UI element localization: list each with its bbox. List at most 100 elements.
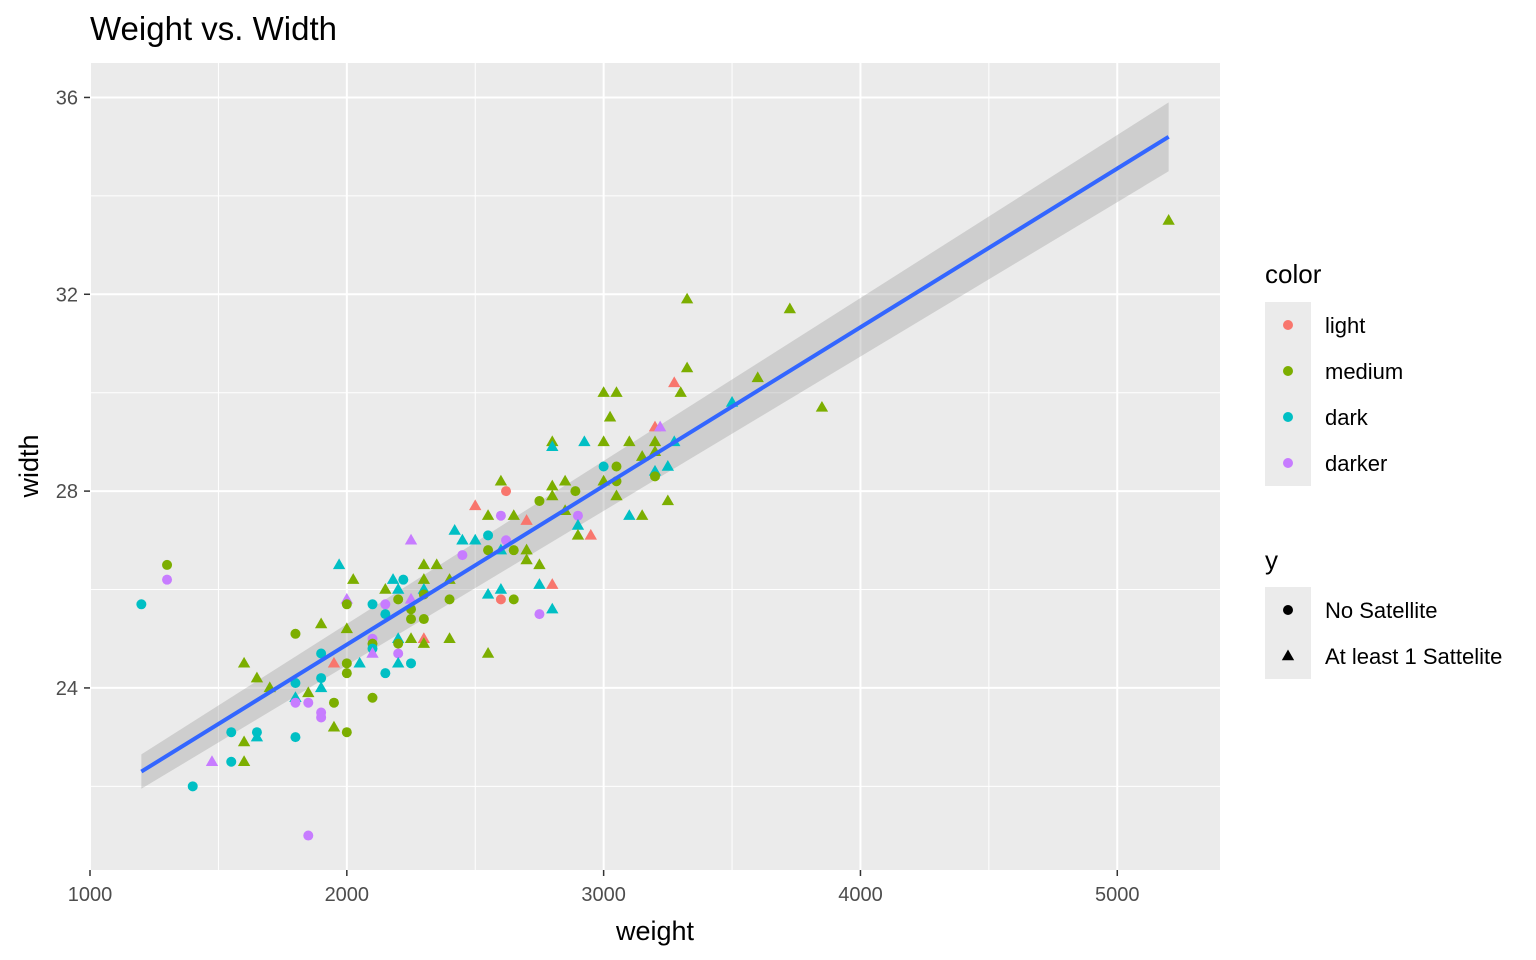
y-tick-label: 28	[56, 481, 78, 503]
data-point-medium-triangle	[250, 671, 264, 683]
data-point-dark-triangle	[448, 523, 461, 535]
data-point-medium-triangle	[314, 617, 328, 629]
data-point-medium-triangle	[404, 632, 418, 643]
data-point-medium-triangle	[237, 755, 251, 766]
data-point-dark-triangle	[623, 509, 636, 520]
data-point-medium-triangle	[430, 558, 443, 570]
legend-label-medium: medium	[1325, 359, 1403, 384]
data-point-light-triangle	[520, 514, 533, 525]
data-point-dark-triangle	[392, 583, 405, 594]
data-point-medium-triangle	[558, 474, 572, 486]
data-point-dark-triangle	[332, 558, 346, 570]
legend-shape: y No Satellite At least 1 Sattelite	[1265, 545, 1502, 679]
data-point-medium-triangle	[520, 553, 533, 565]
data-point-dark-triangle	[661, 460, 675, 471]
chart-title: Weight vs. Width	[90, 10, 337, 47]
data-point-darker-triangle	[404, 533, 418, 545]
x-tick-label: 2000	[325, 884, 370, 906]
data-point-medium-triangle	[507, 509, 520, 520]
y-axis-ticks: 24 28 32 36	[56, 87, 90, 700]
data-point-medium-triangle	[680, 361, 694, 373]
y-tick-label: 36	[56, 87, 78, 109]
data-point-medium-circle	[162, 559, 173, 570]
data-point-dark-circle	[226, 727, 237, 738]
x-tick-label: 4000	[838, 884, 883, 906]
data-point-light-triangle	[469, 499, 482, 511]
x-tick-label: 1000	[68, 884, 113, 906]
data-point-darker-triangle	[366, 646, 379, 658]
legend-label-dark: dark	[1325, 405, 1369, 430]
legend-key-darker	[1283, 458, 1293, 468]
data-point-medium-triangle	[623, 435, 636, 447]
data-point-medium-triangle	[597, 386, 610, 397]
legend-label-shape: No Satellite	[1325, 598, 1438, 623]
data-point-dark-triangle	[533, 578, 546, 589]
legend-label-light: light	[1325, 313, 1365, 338]
data-point-dark-triangle	[314, 681, 328, 693]
legend-color: color light medium dark darker	[1265, 259, 1403, 486]
data-point-medium-triangle	[610, 386, 623, 397]
y-axis-title: width	[14, 434, 44, 498]
data-point-light-triangle	[546, 578, 559, 589]
data-point-medium-triangle	[417, 637, 431, 648]
data-point-dark-triangle	[494, 583, 508, 594]
data-point-dark-triangle	[546, 440, 559, 452]
legend-color-title: color	[1265, 259, 1322, 289]
data-point-dark-circle	[136, 599, 147, 610]
data-point-medium-circle	[444, 594, 455, 605]
data-point-medium-triangle	[327, 720, 341, 732]
data-point-medium-triangle	[680, 292, 694, 304]
data-point-medium-circle	[341, 668, 352, 679]
data-point-medium-triangle	[302, 686, 315, 698]
data-point-medium-circle	[650, 471, 660, 482]
data-point-dark-triangle	[353, 656, 366, 668]
data-point-light-triangle	[584, 528, 597, 540]
legend-label-shape: At least 1 Sattelite	[1325, 644, 1502, 669]
grid-minor	[90, 63, 1220, 870]
legend-key-circle	[1283, 605, 1293, 615]
data-point-darker-circle	[393, 648, 404, 659]
data-point-medium-triangle	[443, 632, 456, 643]
data-point-medium-circle	[508, 545, 519, 556]
data-point-dark-triangle	[469, 533, 482, 545]
data-point-medium-triangle	[481, 646, 495, 658]
data-point-dark-circle	[187, 781, 198, 792]
data-point-medium-circle	[393, 594, 404, 605]
data-point-medium-circle	[483, 545, 494, 556]
data-point-dark-triangle	[392, 656, 405, 668]
data-point-medium-triangle	[648, 435, 662, 447]
data-point-medium-triangle	[481, 509, 495, 520]
data-point-medium-triangle	[340, 622, 353, 634]
data-point-darker-circle	[572, 510, 583, 521]
data-point-dark-triangle	[546, 602, 559, 614]
data-point-medium-circle	[341, 599, 352, 610]
data-point-dark-triangle	[481, 587, 495, 599]
data-point-medium-circle	[328, 697, 339, 708]
data-point-medium-circle	[508, 594, 519, 605]
data-point-medium-circle	[418, 614, 429, 625]
legend-color-keys-bg	[1265, 302, 1311, 486]
data-point-dark-circle	[483, 530, 494, 541]
data-point-dark-circle	[406, 658, 417, 669]
data-point-medium-triangle	[783, 302, 797, 314]
x-axis-ticks: 1000 2000 3000 4000 5000	[68, 870, 1140, 906]
data-point-medium-circle	[406, 614, 417, 625]
data-point-medium-triangle	[635, 509, 649, 520]
data-point-medium-triangle	[417, 558, 431, 570]
fit-line-layer	[140, 135, 1170, 774]
legend-key-light	[1283, 320, 1293, 330]
legend-label-darker: darker	[1325, 451, 1387, 476]
data-point-dark-circle	[598, 461, 609, 472]
data-point-medium-triangle	[494, 474, 508, 486]
data-point-medium-circle	[341, 658, 352, 669]
data-point-darker-circle	[290, 697, 301, 708]
x-tick-label: 5000	[1095, 884, 1140, 906]
data-point-darker-circle	[316, 712, 327, 723]
data-point-darker-circle	[457, 550, 468, 561]
data-point-medium-circle	[570, 486, 581, 497]
y-tick-label: 32	[56, 284, 78, 306]
data-point-medium-circle	[534, 495, 545, 506]
fit-line	[140, 135, 1170, 774]
data-point-medium-triangle	[661, 494, 675, 506]
data-point-dark-circle	[316, 673, 327, 684]
